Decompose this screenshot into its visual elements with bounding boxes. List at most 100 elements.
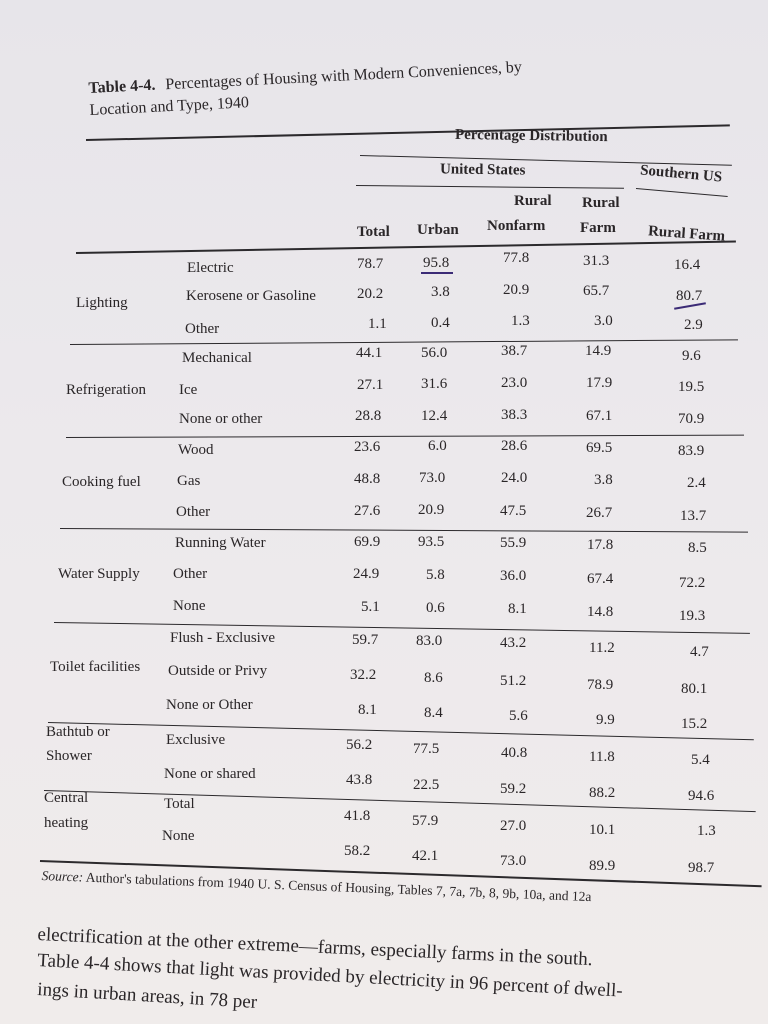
table-cell: 16.4 — [674, 257, 701, 273]
row-label: Other — [173, 566, 208, 582]
table-cell: 47.5 — [500, 503, 527, 519]
table-cell: 44.1 — [356, 345, 383, 361]
table-cell: 20.2 — [357, 286, 384, 302]
row-label: Gas — [177, 473, 201, 489]
table-cell: 83.0 — [416, 633, 443, 649]
table-cell: 72.2 — [679, 575, 706, 591]
table-cell: 77.5 — [413, 741, 440, 757]
table-cell: 73.0 — [419, 470, 446, 486]
table-cell: 23.6 — [354, 439, 381, 455]
header-southern-us: Southern US — [639, 162, 723, 186]
table-cell: 20.9 — [418, 502, 445, 518]
row-label: None or shared — [164, 766, 256, 782]
table-cell: 94.6 — [688, 788, 715, 804]
table-cell: 8.6 — [424, 670, 443, 686]
table-cell: 11.8 — [589, 749, 615, 765]
table-cell: 73.0 — [500, 853, 527, 869]
row-label: Outside or Privy — [168, 663, 268, 679]
header-percentage-distribution: Percentage Distribution — [454, 126, 608, 146]
table-cell: 6.0 — [428, 438, 447, 454]
table-cell: 19.3 — [679, 608, 706, 624]
table-cell: 15.2 — [681, 716, 708, 732]
table-cell: 31.6 — [421, 376, 448, 392]
table-cell: 17.9 — [586, 375, 613, 391]
table-cell: 67.1 — [586, 408, 613, 424]
table-cell: 77.8 — [503, 250, 530, 266]
table-cell: 1.3 — [511, 313, 530, 329]
row-label: None — [173, 598, 206, 614]
table-cell: 95.8 — [423, 255, 450, 271]
table-cell: 27.1 — [357, 377, 384, 393]
table-cell: 57.9 — [412, 813, 439, 829]
header-total: Total — [357, 224, 390, 240]
table-cell: 93.5 — [418, 534, 445, 550]
table-cell: 20.9 — [503, 282, 530, 298]
source-text: Author's tabulations from 1940 U. S. Cen… — [85, 869, 592, 905]
table-cell: 9.6 — [682, 348, 701, 364]
table-cell: 41.8 — [344, 808, 371, 824]
row-label: Flush - Exclusive — [170, 630, 275, 646]
table-cell: 8.1 — [508, 601, 527, 617]
table-cell: 8.5 — [688, 540, 707, 556]
table-cell: 27.0 — [500, 818, 527, 834]
table-cell: 83.9 — [678, 443, 705, 459]
group-label-bathtub-line1: Bathtub or — [46, 724, 110, 740]
group-divider — [47, 722, 754, 741]
table-cell: 24.9 — [353, 566, 380, 582]
caption-underline-rule — [85, 124, 730, 141]
group-label-water-supply: Water Supply — [58, 566, 140, 582]
table-number: Table 4-4. — [88, 76, 156, 97]
table-cell: 59.7 — [352, 632, 379, 648]
table-cell: 56.2 — [346, 737, 373, 753]
row-label: Wood — [178, 442, 214, 458]
table-cell: 28.8 — [355, 408, 382, 424]
header-bottom-rule — [75, 240, 736, 254]
row-label: Total — [164, 796, 195, 812]
table-cell: 78.9 — [587, 677, 614, 693]
table-cell: 14.8 — [587, 604, 614, 620]
table-cell: 3.8 — [431, 284, 450, 300]
group-label-central-heating-line2: heating — [44, 815, 89, 831]
southern-us-rule — [635, 188, 728, 198]
row-label: None or Other — [166, 697, 253, 713]
table-cell: 11.2 — [589, 640, 615, 656]
table-cell: 5.4 — [691, 752, 710, 768]
table-title-line-2: Location and Type, 1940 — [89, 94, 250, 119]
table-cell: 69.9 — [354, 534, 381, 550]
table-cell: 3.8 — [594, 472, 613, 488]
table-cell: 8.1 — [358, 702, 377, 718]
percentage-distribution-rule — [359, 155, 732, 166]
table-cell: 5.8 — [426, 567, 445, 583]
table-cell: 0.6 — [426, 600, 445, 616]
table-cell: 3.0 — [594, 313, 613, 329]
table-cell: 26.7 — [586, 505, 613, 521]
group-label-toilet-facilities: Toilet facilities — [50, 659, 141, 675]
table-cell: 0.4 — [431, 315, 450, 331]
group-label-lighting: Lighting — [76, 295, 128, 311]
group-divider — [69, 339, 738, 345]
handwritten-underline — [421, 272, 453, 274]
table-source-note: Source: Author's tabulations from 1940 U… — [41, 868, 591, 905]
table-cell: 42.1 — [412, 848, 439, 864]
group-label-bathtub-line2: Shower — [46, 748, 92, 764]
table-cell: 8.4 — [424, 705, 443, 721]
table-cell: 58.2 — [344, 843, 371, 859]
row-label: Mechanical — [182, 350, 252, 366]
table-cell: 88.2 — [589, 785, 616, 801]
row-label: None — [162, 828, 195, 844]
table-cell: 13.7 — [680, 508, 707, 524]
table-cell: 55.9 — [500, 535, 527, 551]
table-cell: 48.8 — [354, 471, 381, 487]
table-cell: 9.9 — [596, 712, 615, 728]
group-divider — [53, 622, 750, 634]
row-label: Kerosene or Gasoline — [186, 288, 316, 304]
group-divider — [43, 790, 756, 813]
group-divider — [65, 434, 744, 438]
row-label: Electric — [187, 260, 234, 276]
table-cell: 43.8 — [346, 772, 373, 788]
table-cell: 24.0 — [501, 470, 528, 486]
table-cell: 38.3 — [501, 407, 528, 423]
group-label-central-heating-line1: Central — [44, 790, 89, 806]
header-rural-farm-line2: Farm — [580, 220, 616, 236]
table-cell: 28.6 — [501, 438, 528, 454]
